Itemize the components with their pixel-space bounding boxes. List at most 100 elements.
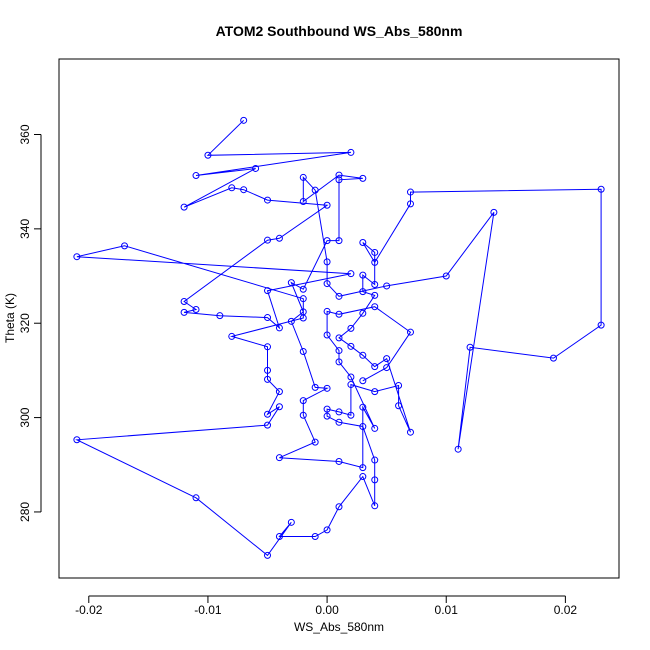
data-point xyxy=(359,288,367,296)
data-point xyxy=(371,502,379,510)
data-point xyxy=(264,421,272,429)
data-point xyxy=(323,412,331,420)
data-point xyxy=(323,307,331,315)
data-point xyxy=(597,321,605,329)
data-point xyxy=(347,381,355,389)
data-point xyxy=(192,494,200,502)
data-point xyxy=(597,185,605,193)
data-point xyxy=(264,287,272,295)
x-tick-label: -0.01 xyxy=(194,603,222,617)
data-point xyxy=(264,314,272,322)
data-point xyxy=(442,272,450,280)
data-point xyxy=(311,532,319,540)
data-point xyxy=(335,292,343,300)
data-point xyxy=(275,532,283,540)
data-point xyxy=(287,279,295,287)
data-point xyxy=(240,186,248,194)
data-point xyxy=(323,331,331,339)
data-point xyxy=(299,173,307,181)
data-point xyxy=(335,176,343,184)
data-point xyxy=(406,328,414,336)
data-point xyxy=(323,526,331,534)
x-tick-label: -0.02 xyxy=(75,603,103,617)
data-point xyxy=(383,355,391,363)
data-point xyxy=(192,172,200,180)
data-point xyxy=(335,418,343,426)
data-point xyxy=(180,203,188,211)
data-point xyxy=(264,236,272,244)
data-point xyxy=(264,551,272,559)
data-point xyxy=(275,234,283,242)
series-line xyxy=(75,119,602,557)
data-point xyxy=(359,174,367,182)
data-point xyxy=(323,237,331,245)
data-point xyxy=(406,428,414,436)
y-axis-label: Theta (K) xyxy=(3,293,17,343)
data-point xyxy=(335,334,343,342)
y-tick-label: 340 xyxy=(18,219,32,239)
data-point xyxy=(228,332,236,340)
data-point xyxy=(359,403,367,411)
data-point xyxy=(371,248,379,256)
data-point xyxy=(335,310,343,318)
data-point xyxy=(359,271,367,279)
data-point xyxy=(180,308,188,316)
data-point xyxy=(371,363,379,371)
data-point xyxy=(359,309,367,317)
data-point xyxy=(204,151,212,159)
data-point xyxy=(323,280,331,288)
data-point xyxy=(252,164,260,172)
data-point xyxy=(311,383,319,391)
data-point xyxy=(347,373,355,381)
data-point xyxy=(395,402,403,410)
data-point xyxy=(359,377,367,385)
data-point xyxy=(383,282,391,290)
data-point xyxy=(371,388,379,396)
data-point xyxy=(371,424,379,432)
y-tick-label: 280 xyxy=(18,502,32,522)
data-point xyxy=(287,317,295,325)
data-point xyxy=(335,408,343,416)
data-point xyxy=(264,375,272,383)
data-point xyxy=(264,196,272,204)
data-point xyxy=(347,324,355,332)
data-point xyxy=(264,366,272,374)
data-point xyxy=(240,116,248,124)
data-point xyxy=(180,298,188,306)
data-point xyxy=(371,303,379,311)
data-point xyxy=(347,411,355,419)
data-point xyxy=(299,348,307,356)
data-point xyxy=(335,171,343,179)
data-point xyxy=(454,445,462,453)
data-point xyxy=(323,201,331,209)
data-point xyxy=(287,518,295,526)
data-point xyxy=(371,456,379,464)
y-axis: 280 300 320 340 360 xyxy=(18,124,42,522)
data-point xyxy=(359,239,367,247)
data-point xyxy=(490,208,498,216)
data-point xyxy=(299,197,307,205)
data-point xyxy=(323,258,331,266)
data-point xyxy=(383,364,391,372)
data-point xyxy=(299,411,307,419)
data-point xyxy=(216,312,224,320)
data-point xyxy=(275,403,283,411)
data-point xyxy=(371,291,379,299)
data-point xyxy=(335,237,343,245)
data-point xyxy=(347,270,355,278)
data-point xyxy=(299,295,307,303)
data-point xyxy=(406,188,414,196)
data-point xyxy=(311,438,319,446)
data-point xyxy=(264,410,272,418)
series-layer xyxy=(73,116,605,559)
data-point xyxy=(347,148,355,156)
data-point xyxy=(335,503,343,511)
data-point xyxy=(192,306,200,314)
data-point xyxy=(275,324,283,332)
data-point xyxy=(359,423,367,431)
y-tick-label: 360 xyxy=(18,124,32,144)
data-point xyxy=(359,473,367,481)
data-point xyxy=(73,253,81,261)
data-point xyxy=(359,351,367,359)
y-tick-label: 300 xyxy=(18,407,32,427)
